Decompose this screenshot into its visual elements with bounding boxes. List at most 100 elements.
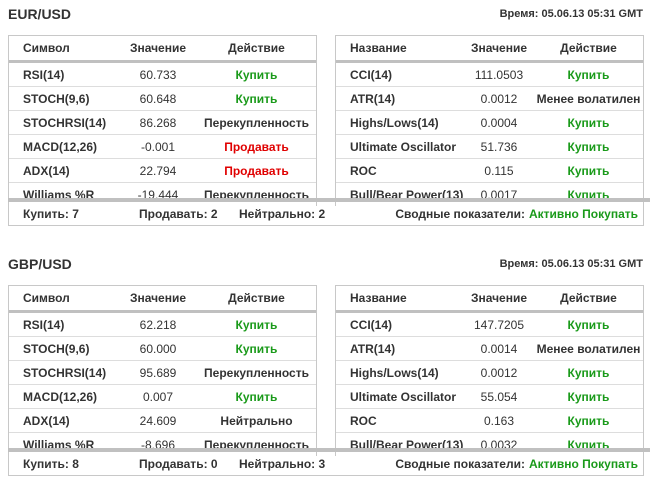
indicator-name: Highs/Lows(14) [350, 365, 439, 380]
table-row: Highs/Lows(14) 0.0012 Купить [336, 361, 643, 385]
indicator-name: CCI(14) [350, 67, 393, 82]
indicator-value: 147.7205 [473, 317, 525, 332]
indicator-name: ADX(14) [23, 163, 70, 178]
table-row: STOCH(9,6) 60.000 Купить [9, 337, 316, 361]
table-header: Название Значение Действие [336, 36, 643, 63]
indicator-name: STOCHRSI(14) [23, 365, 107, 380]
indicator-action: Купить [567, 115, 610, 130]
indicator-action: Купить [567, 413, 610, 428]
indicator-name: ROC [350, 413, 377, 428]
indicator-value: 0.0014 [480, 341, 518, 356]
indicator-table-right: Название Значение Действие CCI(14) 147.7205 К… [335, 285, 644, 456]
indicator-value: 22.794 [139, 163, 177, 178]
pair-block: EUR/USD Время: 05.06.13 05:31 GMT Символ Зн… [0, 0, 650, 240]
summary-row: Купить: 8 Продавать: 0 Нейтрально: 3 Сво… [8, 452, 644, 476]
table-row: CCI(14) 147.7205 Купить [336, 313, 643, 337]
indicator-value: 60.000 [139, 341, 177, 356]
table-row: ADX(14) 24.609 Нейтрально [9, 409, 316, 433]
column-header: Название [350, 41, 407, 55]
indicator-value: 0.0004 [480, 115, 518, 130]
buy-count: Купить: 8 [23, 456, 79, 471]
indicator-value: 0.007 [142, 389, 174, 404]
pair-title: GBP/USD [8, 256, 72, 272]
column-header: Действие [560, 291, 617, 305]
indicator-name: ATR(14) [350, 341, 396, 356]
table-row: ATR(14) 0.0012 Менее волатилен [336, 87, 643, 111]
column-header: Значение [129, 291, 187, 305]
table-row: STOCHRSI(14) 86.268 Перекупленность [9, 111, 316, 135]
indicator-name: ROC [350, 163, 377, 178]
indicator-value: 0.115 [484, 163, 514, 178]
update-time: Время: 05.06.13 05:31 GMT [499, 8, 643, 20]
indicator-action: Менее волатилен [536, 91, 641, 106]
indicator-name: Ultimate Oscillator [350, 139, 457, 154]
indicator-name: Ultimate Oscillator [350, 389, 457, 404]
table-row: ROC 0.115 Купить [336, 159, 643, 183]
table-row: RSI(14) 60.733 Купить [9, 63, 316, 87]
indicator-value: -0.001 [140, 139, 176, 154]
indicator-name: ATR(14) [350, 91, 396, 106]
indicator-action: Продавать [224, 139, 289, 154]
table-row: ADX(14) 22.794 Продавать [9, 159, 316, 183]
indicator-action: Купить [235, 341, 278, 356]
pair-title: EUR/USD [8, 6, 72, 22]
indicator-value: 0.163 [483, 413, 515, 428]
divider [8, 448, 650, 452]
indicator-action: Купить [567, 317, 610, 332]
indicator-value: 62.218 [139, 317, 177, 332]
table-row: Ultimate Oscillator 55.054 Купить [336, 385, 643, 409]
indicator-table-left: Символ Значение Действие RSI(14) 60.733 Купит… [8, 35, 317, 206]
sell-count: Продавать: 0 [139, 456, 218, 471]
column-header: Значение [470, 41, 528, 55]
divider [8, 198, 650, 202]
indicator-value: 0.0012 [480, 91, 518, 106]
indicator-name: ADX(14) [23, 413, 70, 428]
indicator-value: 51.736 [480, 139, 518, 154]
table-header: Символ Значение Действие [9, 36, 316, 63]
indicator-value: 111.0503 [474, 67, 524, 82]
indicator-action: Перекупленность [204, 115, 309, 130]
indicator-table-left: Символ Значение Действие RSI(14) 62.218 Купит… [8, 285, 317, 456]
indicator-action: Купить [235, 317, 278, 332]
summary-value: Активно Покупать [528, 456, 638, 471]
indicator-action: Купить [567, 365, 610, 380]
column-header: Значение [470, 291, 528, 305]
table-row: MACD(12,26) -0.001 Продавать [9, 135, 316, 159]
indicator-value: 60.648 [139, 91, 177, 106]
indicator-action: Купить [567, 67, 610, 82]
indicator-value: 24.609 [139, 413, 177, 428]
indicator-action: Купить [235, 67, 278, 82]
indicator-action: Купить [567, 163, 610, 178]
table-header: Символ Значение Действие [9, 286, 316, 313]
indicator-action: Продавать [224, 163, 289, 178]
table-row: Highs/Lows(14) 0.0004 Купить [336, 111, 643, 135]
indicator-value: 95.689 [139, 365, 177, 380]
indicator-value: 60.733 [139, 67, 177, 82]
table-row: RSI(14) 62.218 Купить [9, 313, 316, 337]
indicator-name: STOCHRSI(14) [23, 115, 107, 130]
indicator-value: 86.268 [139, 115, 177, 130]
update-time: Время: 05.06.13 05:31 GMT [499, 258, 643, 270]
indicator-table-right: Название Значение Действие CCI(14) 111.0503 К… [335, 35, 644, 206]
table-row: MACD(12,26) 0.007 Купить [9, 385, 316, 409]
table-row: CCI(14) 111.0503 Купить [336, 63, 643, 87]
indicator-name: STOCH(9,6) [23, 91, 90, 106]
indicator-action: Купить [567, 139, 610, 154]
table-row: STOCHRSI(14) 95.689 Перекупленность [9, 361, 316, 385]
indicator-value: 55.054 [480, 389, 518, 404]
indicator-action: Менее волатилен [536, 341, 641, 356]
indicator-name: RSI(14) [23, 317, 65, 332]
indicator-action: Купить [567, 389, 610, 404]
indicator-name: CCI(14) [350, 317, 393, 332]
table-header: Название Значение Действие [336, 286, 643, 313]
column-header: Действие [228, 291, 285, 305]
indicator-action: Купить [235, 389, 278, 404]
table-row: STOCH(9,6) 60.648 Купить [9, 87, 316, 111]
column-header: Действие [560, 41, 617, 55]
sell-count: Продавать: 2 [139, 206, 218, 221]
indicator-name: STOCH(9,6) [23, 341, 90, 356]
indicator-name: Highs/Lows(14) [350, 115, 439, 130]
indicator-action: Перекупленность [204, 365, 309, 380]
summary-value: Активно Покупать [528, 206, 638, 221]
column-header: Действие [228, 41, 285, 55]
